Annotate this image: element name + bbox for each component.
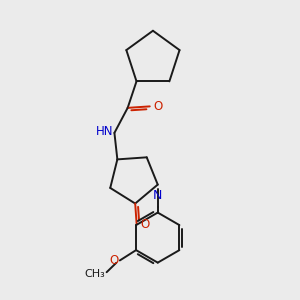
Text: O: O: [154, 100, 163, 113]
Text: O: O: [140, 218, 149, 231]
Text: CH₃: CH₃: [84, 269, 105, 279]
Text: N: N: [153, 189, 162, 202]
Text: O: O: [109, 254, 119, 267]
Text: HN: HN: [95, 125, 113, 138]
